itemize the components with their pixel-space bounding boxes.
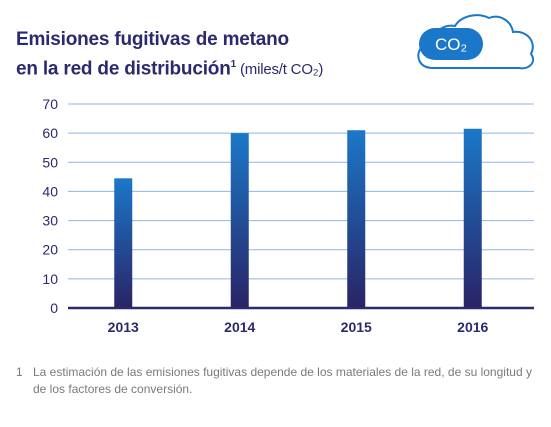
y-tick-label: 30 bbox=[42, 213, 58, 229]
y-tick-label: 10 bbox=[42, 271, 58, 287]
co2-badge-text: CO₂ bbox=[435, 35, 467, 54]
title-units: (miles/t CO₂) bbox=[239, 61, 324, 79]
cloud-icon: CO₂ bbox=[417, 14, 535, 70]
x-tick-label: 2015 bbox=[341, 319, 372, 335]
title-line-2: en la red de distribución1 (miles/t CO₂) bbox=[16, 52, 416, 82]
bar-2015 bbox=[347, 130, 366, 308]
x-axis-labels: 2013 2014 2015 2016 bbox=[108, 319, 489, 335]
footnote-text: La estimación de las emisiones fugitivas… bbox=[33, 365, 532, 396]
y-tick-label: 70 bbox=[42, 96, 58, 112]
y-axis-ticks: 0 10 20 30 40 50 60 70 bbox=[42, 96, 58, 316]
y-tick-label: 0 bbox=[50, 300, 58, 316]
bar-2014 bbox=[230, 133, 249, 308]
x-tick-label: 2014 bbox=[224, 319, 255, 335]
footnote-number: 1 bbox=[16, 365, 23, 379]
x-tick-label: 2016 bbox=[457, 319, 488, 335]
title-line-2-text: en la red de distribución bbox=[16, 58, 231, 80]
co2-badge-box bbox=[419, 28, 483, 60]
title-line-1: Emisiones fugitivas de metano bbox=[16, 29, 289, 50]
footnote: 1 La estimación de las emisiones fugitiv… bbox=[16, 364, 536, 398]
bars bbox=[114, 128, 482, 308]
bar-2016 bbox=[463, 128, 482, 308]
x-tick-label: 2013 bbox=[108, 319, 139, 335]
y-tick-label: 20 bbox=[42, 242, 58, 258]
y-tick-label: 40 bbox=[42, 183, 58, 199]
bar-2013 bbox=[114, 178, 133, 308]
chart-title: Emisiones fugitivas de metano en la red … bbox=[16, 27, 416, 82]
grid-lines bbox=[68, 103, 534, 280]
y-tick-label: 50 bbox=[42, 154, 58, 170]
y-tick-label: 60 bbox=[42, 125, 58, 141]
title-superscript: 1 bbox=[230, 59, 237, 70]
